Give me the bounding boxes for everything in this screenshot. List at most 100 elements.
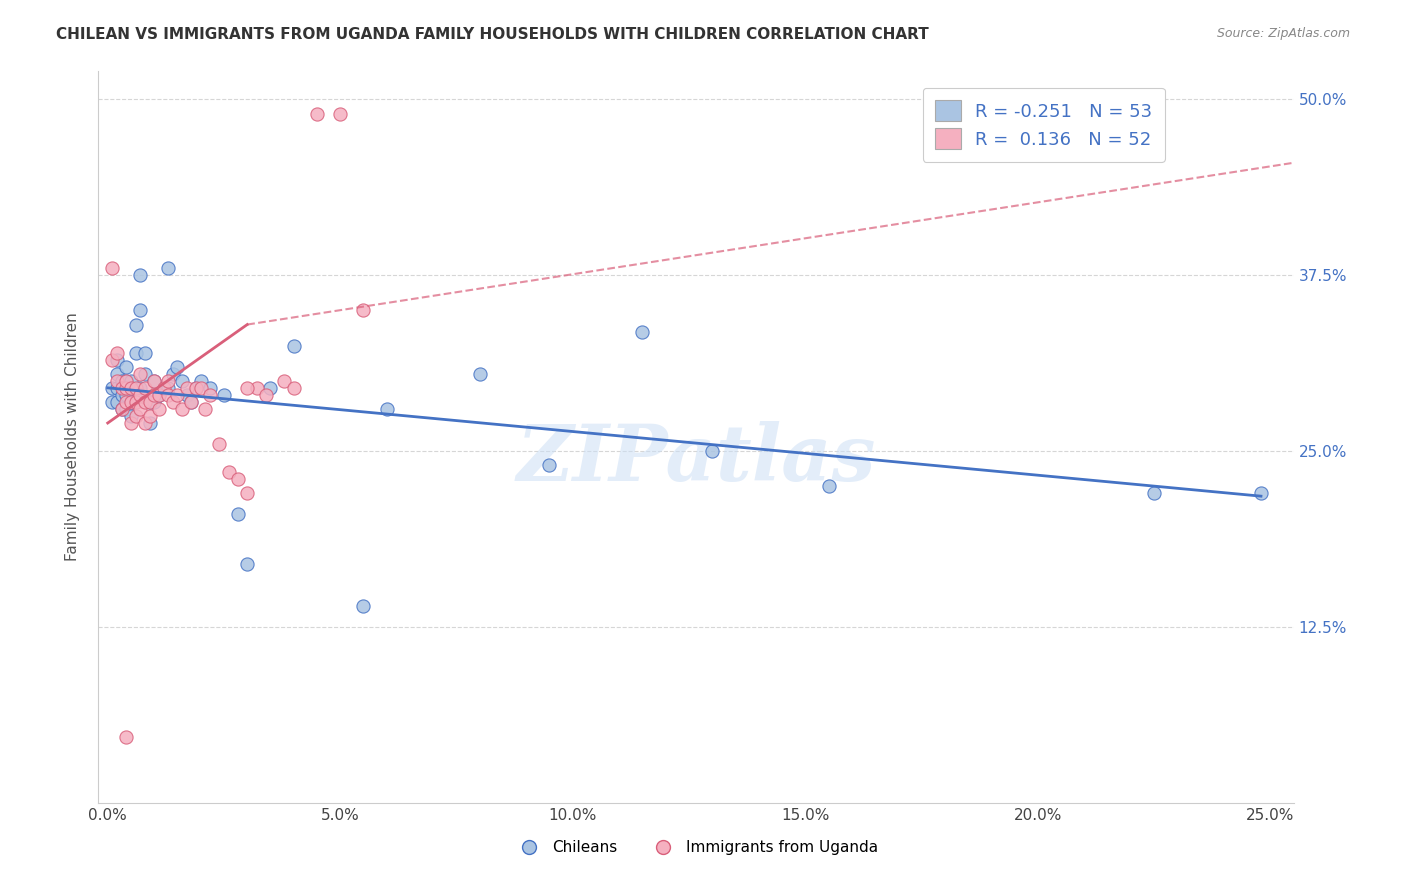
Point <box>143 374 166 388</box>
Point <box>124 409 146 423</box>
Point <box>538 458 561 473</box>
Point <box>236 557 259 571</box>
Point <box>111 388 134 402</box>
Point <box>138 395 160 409</box>
Point <box>198 381 221 395</box>
Point <box>143 388 166 402</box>
Y-axis label: Family Households with Children: Family Households with Children <box>65 313 80 561</box>
Point <box>138 416 160 430</box>
Point <box>148 388 170 402</box>
Point <box>148 401 170 416</box>
Point <box>115 374 138 388</box>
Point <box>172 401 194 416</box>
Point <box>375 401 398 416</box>
Point <box>134 345 156 359</box>
Text: CHILEAN VS IMMIGRANTS FROM UGANDA FAMILY HOUSEHOLDS WITH CHILDREN CORRELATION CH: CHILEAN VS IMMIGRANTS FROM UGANDA FAMILY… <box>56 27 929 42</box>
Point <box>115 401 138 416</box>
Point <box>176 381 198 395</box>
Point <box>702 444 724 458</box>
Point <box>120 395 142 409</box>
Point <box>124 345 146 359</box>
Point <box>124 381 146 395</box>
Point <box>115 388 138 402</box>
Point <box>101 381 124 395</box>
Point <box>254 388 277 402</box>
Point <box>115 730 138 744</box>
Point <box>208 437 231 451</box>
Point <box>134 416 156 430</box>
Text: ZIPatlas: ZIPatlas <box>516 421 876 497</box>
Point <box>152 381 174 395</box>
Point <box>148 388 170 402</box>
Point <box>194 401 217 416</box>
Point <box>353 303 375 318</box>
Point <box>190 381 212 395</box>
Point <box>111 374 134 388</box>
Point <box>166 359 188 374</box>
Point <box>468 367 491 381</box>
Point <box>120 374 142 388</box>
Point <box>157 261 180 276</box>
Point <box>166 388 188 402</box>
Point <box>120 395 142 409</box>
Point <box>218 465 240 479</box>
Point <box>138 409 160 423</box>
Point <box>152 381 174 395</box>
Point <box>134 381 156 395</box>
Point <box>172 374 194 388</box>
Point <box>157 388 180 402</box>
Point <box>120 381 142 395</box>
Point <box>101 395 124 409</box>
Point <box>111 401 134 416</box>
Point <box>129 381 152 395</box>
Point <box>115 374 138 388</box>
Point <box>259 381 281 395</box>
Legend: Chileans, Immigrants from Uganda: Chileans, Immigrants from Uganda <box>508 834 884 861</box>
Point <box>120 409 142 423</box>
Point <box>157 374 180 388</box>
Point <box>111 401 134 416</box>
Point <box>190 374 212 388</box>
Point <box>198 388 221 402</box>
Point <box>111 381 134 395</box>
Point <box>236 486 259 500</box>
Point <box>134 395 156 409</box>
Point <box>101 352 124 367</box>
Point <box>283 339 305 353</box>
Point <box>129 388 152 402</box>
Point <box>115 395 138 409</box>
Point <box>283 381 305 395</box>
Point <box>105 395 128 409</box>
Point <box>129 367 152 381</box>
Point <box>1250 486 1272 500</box>
Point <box>329 106 352 120</box>
Point <box>105 345 128 359</box>
Point <box>305 106 328 120</box>
Point <box>817 479 839 493</box>
Point <box>143 395 166 409</box>
Point <box>105 367 128 381</box>
Point <box>129 303 152 318</box>
Point <box>129 268 152 283</box>
Point <box>245 381 267 395</box>
Point <box>631 325 654 339</box>
Point <box>143 374 166 388</box>
Point <box>184 381 207 395</box>
Point <box>162 395 184 409</box>
Point <box>180 395 202 409</box>
Point <box>273 374 295 388</box>
Point <box>115 359 138 374</box>
Point <box>134 367 156 381</box>
Point <box>105 352 128 367</box>
Point <box>105 381 128 395</box>
Point <box>105 374 128 388</box>
Point <box>212 388 235 402</box>
Point <box>353 599 375 613</box>
Point <box>226 508 249 522</box>
Point <box>124 318 146 332</box>
Point <box>180 395 202 409</box>
Point <box>138 395 160 409</box>
Point <box>157 381 180 395</box>
Point <box>101 261 124 276</box>
Point <box>184 381 207 395</box>
